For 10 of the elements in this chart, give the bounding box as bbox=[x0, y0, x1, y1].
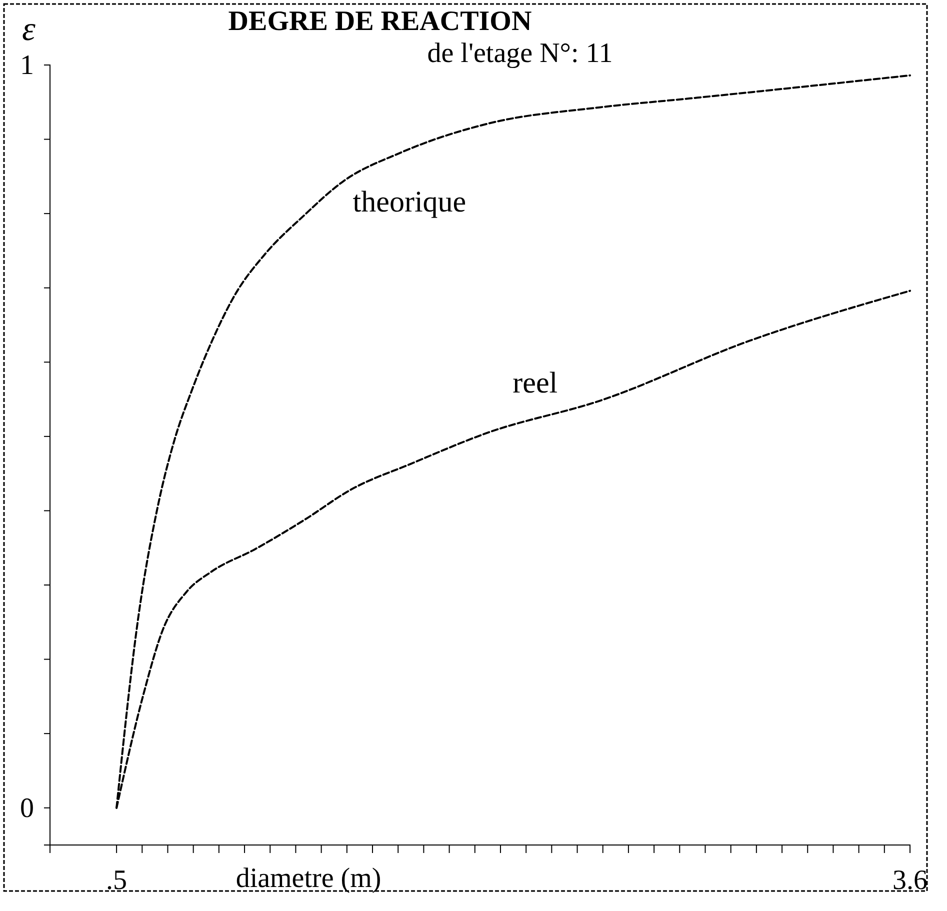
x-tick-label: .5 bbox=[106, 864, 128, 896]
chart-subtitle: de l'etage N°: 11 bbox=[427, 38, 613, 69]
series-label: theorique bbox=[352, 186, 466, 219]
chart-title: DEGRE DE REACTION bbox=[228, 6, 532, 37]
x-tick-label: 3.6 bbox=[892, 864, 928, 896]
x-axis-title: diametre (m) bbox=[236, 863, 382, 894]
y-tick-label: 1 bbox=[20, 50, 34, 81]
y-tick-label: 0 bbox=[20, 792, 34, 824]
series-label: reel bbox=[512, 366, 558, 400]
y-axis-title: ε bbox=[22, 11, 36, 48]
